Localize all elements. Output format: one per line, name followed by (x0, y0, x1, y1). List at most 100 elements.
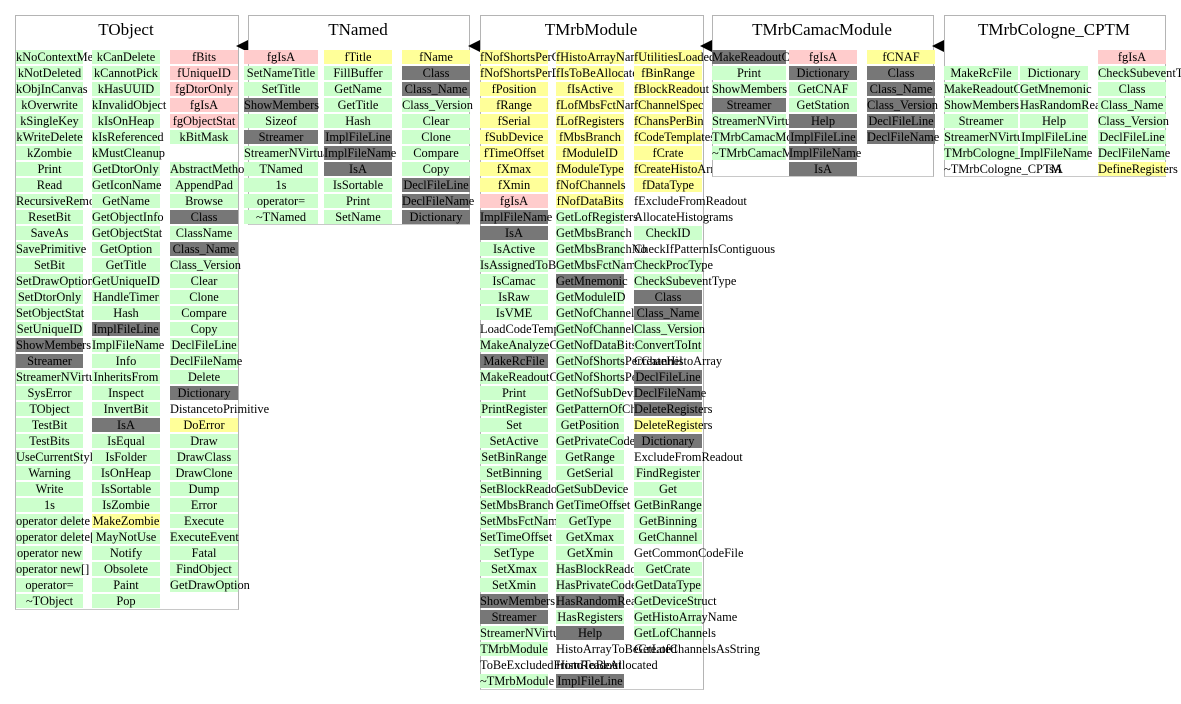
member: Write (16, 482, 83, 496)
member: DeclFileName (1098, 146, 1171, 160)
protected-member: fSubDevice (480, 130, 548, 144)
member: 1s (244, 178, 318, 192)
member: HasRegisters (556, 610, 624, 624)
member-column: MakeReadoutCode Print ShowMembers Streamer S… (712, 50, 821, 162)
protected-member: fHistoArrayName (556, 50, 646, 64)
member: DistancetoPrimitive (170, 402, 270, 416)
member: IsSortable (324, 178, 392, 192)
member: operator delete (16, 514, 90, 528)
data-member: fgIsA (1098, 50, 1166, 64)
member: GetNofChannels (556, 306, 640, 320)
inherited-method: ShowMembers (16, 338, 92, 352)
member: InvertBit (92, 402, 160, 416)
member: Set (480, 418, 548, 432)
member: kMustCleanup (92, 146, 165, 160)
member: FindObject (170, 562, 238, 576)
inherited-method: ImplFileName (324, 146, 397, 160)
member: Class (1098, 82, 1166, 96)
member: GetSubDevice (556, 482, 629, 496)
member: Streamer (944, 114, 1018, 128)
member: GetName (324, 82, 392, 96)
member: Copy (170, 322, 238, 336)
member: SetTimeOffset (480, 530, 553, 544)
member: GetMnemonic (1020, 82, 1092, 96)
protected-member: DeleteRegisters (634, 418, 713, 432)
member-column: fBits fUniqueID fgDtorOnly fgIsA fgObjectSta… (170, 50, 270, 594)
member: DrawClass (170, 450, 238, 464)
member-column: MakeRcFile MakeReadoutCode ShowMembers Stre… (944, 50, 1062, 178)
member: GetXmax (556, 530, 624, 544)
member: SetMbsBranch (480, 498, 554, 512)
inherited-method: IsA (480, 226, 548, 240)
member: ConvertToInt (634, 338, 702, 352)
member: GetRange (556, 450, 624, 464)
protected-member: fDataType (634, 178, 702, 192)
member: kNotDeleted (16, 66, 83, 80)
member: HasBlockReadout (556, 562, 647, 576)
protected-member: fModuleType (556, 162, 624, 176)
member: MakeAnalyzeCode (480, 338, 576, 352)
member: Class_Version (1098, 114, 1169, 128)
member: SaveAs (16, 226, 83, 240)
data-member: fgIsA (170, 98, 238, 112)
member: ~TObject (16, 594, 83, 608)
member: GetSerial (556, 466, 624, 480)
member: HistoArrayToBeCreated (556, 642, 677, 656)
member: IsEqual (92, 434, 160, 448)
inherited-method: Class (170, 210, 238, 224)
member: TMrbCamacModule (712, 130, 814, 144)
member: Hash (92, 306, 160, 320)
member: ResetBit (16, 210, 83, 224)
member: GetModuleID (556, 290, 626, 304)
member: MakeRcFile (944, 66, 1018, 80)
member: StreamerNVirtual (712, 114, 801, 128)
inherited-method: Streamer (244, 130, 318, 144)
member: Fatal (170, 546, 238, 560)
inherited-method: ImplFileLine (556, 674, 624, 688)
member: SetType (480, 546, 548, 560)
member: LoadCodeTemplates (480, 322, 583, 336)
member: SysError (16, 386, 83, 400)
member: SetXmin (480, 578, 548, 592)
member: CheckID (634, 226, 702, 240)
member (1020, 50, 1088, 64)
member: GetDataType (634, 578, 702, 592)
member-column: fHistoArrayName fIsToBeAllocated fIsActive… (556, 50, 694, 690)
member: GetType (556, 514, 624, 528)
member: GetMbsFctName (556, 258, 642, 272)
member: GetLofRegisters (556, 210, 638, 224)
member: Notify (92, 546, 160, 560)
member: Print (16, 162, 83, 176)
protected-member: fTimeOffset (480, 146, 548, 160)
inherited-method: IsA (92, 418, 160, 432)
protected-member: fSerial (480, 114, 548, 128)
member: Sizeof (244, 114, 318, 128)
member: IsRaw (480, 290, 548, 304)
member-column: kNoContextMenu kNotDeleted kObjInCanvas kOv… (16, 50, 107, 610)
member: ExcludeFromReadout (634, 450, 743, 464)
class-name: TMrbCologne_CPTM (977, 20, 1131, 39)
member: HistoToBeAllocated (556, 658, 658, 672)
member: ExecuteEvent (170, 530, 239, 544)
protected-member: fName (402, 50, 470, 64)
inherited-method: Class (402, 66, 470, 80)
member: Class_Name (1098, 98, 1166, 112)
member: GetLofChannels (634, 626, 716, 640)
member: RecursiveRemove (16, 194, 107, 208)
member: SetBinning (480, 466, 548, 480)
member: IsActive (480, 242, 548, 256)
protected-member: fXmin (480, 178, 548, 192)
inheritance-arrow (236, 40, 248, 52)
member: GetXmin (556, 546, 624, 560)
member: GetChannel (634, 530, 702, 544)
member: Clone (402, 130, 470, 144)
member: ShowMembers (944, 98, 1020, 112)
member: Print (712, 66, 786, 80)
member: FindRegister (634, 466, 702, 480)
member: GetDrawOption (170, 578, 250, 592)
member: ImplFileName (1020, 146, 1093, 160)
member: TestBits (16, 434, 83, 448)
member: AbstractMethod (170, 162, 251, 176)
member: CheckSubeventType (1098, 66, 1181, 80)
inherited-method: IsA (324, 162, 392, 176)
